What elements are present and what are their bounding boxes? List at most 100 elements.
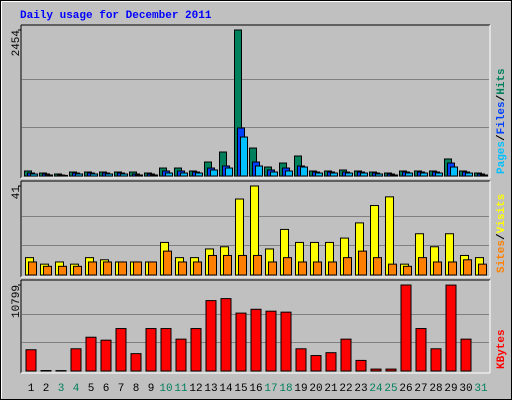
bar bbox=[88, 261, 97, 276]
x-tick-label: 27 bbox=[414, 383, 427, 395]
bar bbox=[178, 261, 187, 276]
legend-entry: Files bbox=[496, 101, 508, 134]
bar bbox=[30, 173, 38, 177]
bar bbox=[418, 257, 427, 276]
bar bbox=[435, 172, 443, 177]
x-tick-label: 1 bbox=[28, 383, 35, 395]
bar bbox=[460, 338, 472, 372]
bar bbox=[405, 172, 413, 177]
bar bbox=[465, 172, 473, 177]
bar bbox=[345, 172, 353, 177]
bar bbox=[73, 265, 82, 276]
x-tick-label: 7 bbox=[118, 383, 125, 395]
legend-entry: Hits bbox=[496, 68, 508, 94]
bar bbox=[250, 308, 262, 372]
bar bbox=[325, 352, 337, 372]
x-tick-label: 31 bbox=[474, 383, 488, 395]
bar bbox=[145, 328, 157, 372]
bar bbox=[265, 310, 277, 372]
x-tick-label: 26 bbox=[399, 383, 412, 395]
bar bbox=[313, 261, 322, 276]
bar bbox=[115, 328, 127, 372]
bar bbox=[360, 172, 368, 177]
bar bbox=[210, 169, 218, 177]
bar bbox=[130, 353, 142, 372]
bar bbox=[150, 174, 158, 177]
bar bbox=[75, 173, 83, 177]
x-tick-label: 30 bbox=[459, 383, 472, 395]
bar bbox=[133, 261, 142, 276]
bar bbox=[270, 171, 278, 177]
bar bbox=[280, 311, 292, 372]
x-tick-label: 8 bbox=[133, 383, 140, 395]
bar bbox=[225, 167, 233, 177]
x-tick-label: 15 bbox=[234, 383, 247, 395]
bar bbox=[388, 263, 397, 276]
x-tick-label: 22 bbox=[339, 383, 352, 395]
bar bbox=[433, 261, 442, 276]
bar bbox=[300, 166, 308, 177]
bar bbox=[343, 257, 352, 276]
x-tick-label: 3 bbox=[58, 383, 65, 395]
y-tick-label: 41 bbox=[11, 186, 23, 200]
x-tick-label: 6 bbox=[103, 383, 110, 395]
chart-title: Daily usage for December 2011 bbox=[20, 10, 212, 22]
bar bbox=[420, 172, 428, 177]
legend-entry: Visits bbox=[496, 194, 508, 234]
bar bbox=[448, 261, 457, 276]
legend-entry: Sites bbox=[496, 240, 508, 273]
bar bbox=[43, 265, 52, 276]
bar bbox=[240, 136, 248, 177]
bar bbox=[105, 173, 113, 177]
bar bbox=[103, 261, 112, 276]
x-tick-label: 11 bbox=[174, 383, 188, 395]
x-tick-label: 20 bbox=[309, 383, 322, 395]
legend: Pages/Files/Hits bbox=[496, 68, 508, 174]
bar bbox=[385, 368, 397, 372]
bar bbox=[253, 254, 262, 276]
bar bbox=[298, 261, 307, 276]
bar bbox=[330, 172, 338, 177]
bar bbox=[375, 173, 383, 177]
bar bbox=[450, 166, 458, 177]
bar bbox=[58, 265, 67, 276]
x-tick-label: 9 bbox=[148, 383, 155, 395]
bar bbox=[195, 172, 203, 177]
bar bbox=[445, 284, 457, 372]
bar bbox=[60, 174, 68, 177]
bar bbox=[193, 261, 202, 276]
bar bbox=[175, 338, 187, 372]
bar bbox=[220, 298, 232, 372]
x-tick-label: 24 bbox=[369, 383, 383, 395]
bar bbox=[235, 312, 247, 372]
x-tick-label: 29 bbox=[444, 383, 457, 395]
bar bbox=[480, 174, 488, 177]
x-tick-label: 18 bbox=[279, 383, 292, 395]
x-tick-label: 23 bbox=[354, 383, 367, 395]
x-tick-label: 21 bbox=[324, 383, 338, 395]
bar bbox=[283, 257, 292, 276]
x-tick-label: 4 bbox=[73, 383, 80, 395]
bar bbox=[255, 165, 263, 177]
bar bbox=[45, 174, 53, 177]
bar bbox=[370, 368, 382, 372]
x-tick-label: 17 bbox=[264, 383, 277, 395]
bar bbox=[118, 261, 127, 276]
bar bbox=[163, 250, 172, 276]
bar bbox=[358, 250, 367, 276]
bar bbox=[85, 336, 97, 372]
bar bbox=[355, 359, 367, 372]
bar bbox=[165, 172, 173, 177]
bar bbox=[135, 174, 143, 177]
bar bbox=[70, 348, 82, 372]
bar bbox=[390, 174, 398, 177]
x-tick-label: 25 bbox=[384, 383, 397, 395]
bar bbox=[310, 355, 322, 372]
bar bbox=[415, 328, 427, 372]
x-tick-label: 2 bbox=[43, 383, 50, 395]
bar bbox=[148, 261, 157, 276]
bar bbox=[478, 263, 487, 276]
legend: KBytes bbox=[496, 329, 508, 369]
legend-separator: / bbox=[496, 233, 508, 240]
